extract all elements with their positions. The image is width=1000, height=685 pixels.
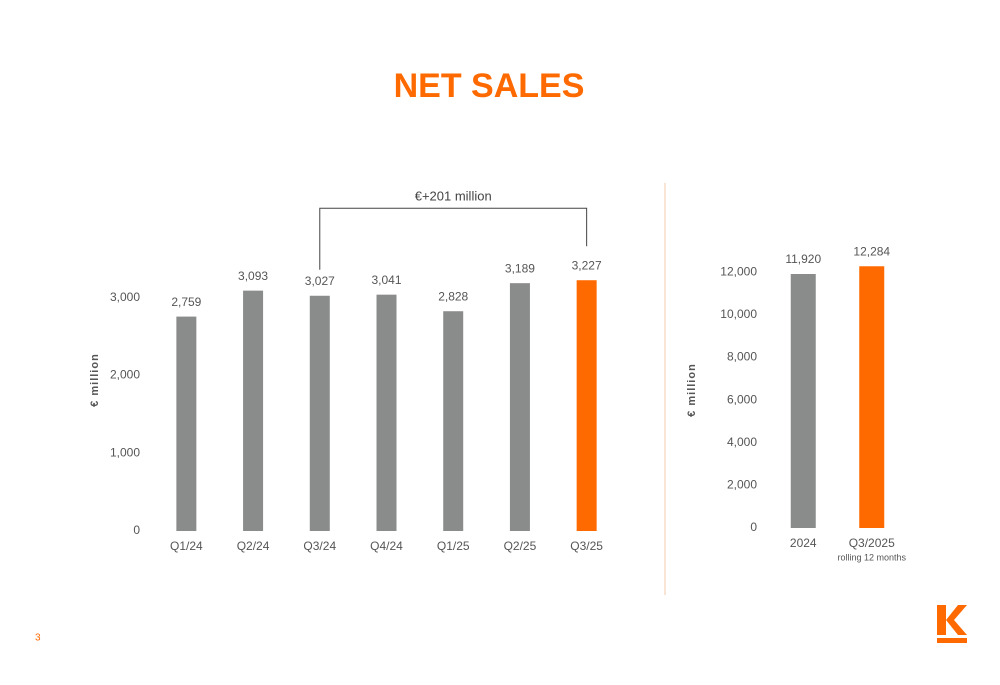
slide-title: NET SALES bbox=[394, 67, 585, 105]
x-tick-label: Q2/25 bbox=[504, 539, 537, 553]
bar bbox=[176, 316, 197, 531]
x-tick-note: rolling 12 months bbox=[837, 552, 906, 562]
value-label: 2,759 bbox=[171, 295, 201, 309]
y-axis-label: € million bbox=[89, 353, 101, 407]
y-tick-label: 2,000 bbox=[110, 368, 140, 382]
value-label: 3,093 bbox=[238, 269, 268, 283]
bar bbox=[309, 295, 330, 531]
value-label: 3,041 bbox=[371, 273, 401, 287]
y-axis-label: € million bbox=[686, 363, 698, 417]
value-label: 3,189 bbox=[505, 261, 535, 275]
value-label: 12,284 bbox=[853, 244, 890, 258]
y-tick-label: 4,000 bbox=[727, 435, 757, 449]
bar bbox=[243, 290, 264, 531]
bar bbox=[509, 283, 530, 531]
bar bbox=[576, 280, 597, 531]
x-tick-label: Q3/25 bbox=[570, 539, 603, 553]
value-label: 11,920 bbox=[785, 252, 821, 266]
y-tick-label: 0 bbox=[133, 523, 140, 537]
annotation-text: €+201 million bbox=[415, 189, 492, 204]
y-tick-label: 1,000 bbox=[110, 445, 140, 459]
annotation-bracket bbox=[319, 207, 588, 270]
x-tick-label: 2024 bbox=[790, 536, 817, 550]
bar bbox=[859, 266, 885, 528]
page-number: 3 bbox=[35, 633, 41, 644]
value-label: 2,828 bbox=[438, 289, 468, 303]
x-tick-label: Q4/24 bbox=[370, 539, 403, 553]
y-tick-label: 6,000 bbox=[727, 392, 757, 406]
value-label: 3,227 bbox=[572, 258, 602, 272]
bar bbox=[443, 311, 464, 531]
y-tick-label: 0 bbox=[750, 520, 757, 534]
x-tick-label: Q3/2025 bbox=[849, 536, 895, 550]
x-tick-label: Q2/24 bbox=[237, 539, 270, 553]
x-tick-label: Q1/25 bbox=[437, 539, 470, 553]
value-label: 3,027 bbox=[305, 274, 335, 288]
y-tick-label: 12,000 bbox=[720, 264, 757, 278]
x-tick-label: Q3/24 bbox=[303, 539, 336, 553]
x-tick-label: Q1/24 bbox=[170, 539, 203, 553]
y-tick-label: 2,000 bbox=[727, 478, 757, 492]
logo bbox=[937, 605, 967, 643]
y-tick-label: 8,000 bbox=[727, 350, 757, 364]
y-tick-label: 10,000 bbox=[720, 307, 757, 321]
bar bbox=[790, 274, 816, 528]
bar bbox=[376, 294, 397, 531]
y-tick-label: 3,000 bbox=[110, 290, 140, 304]
